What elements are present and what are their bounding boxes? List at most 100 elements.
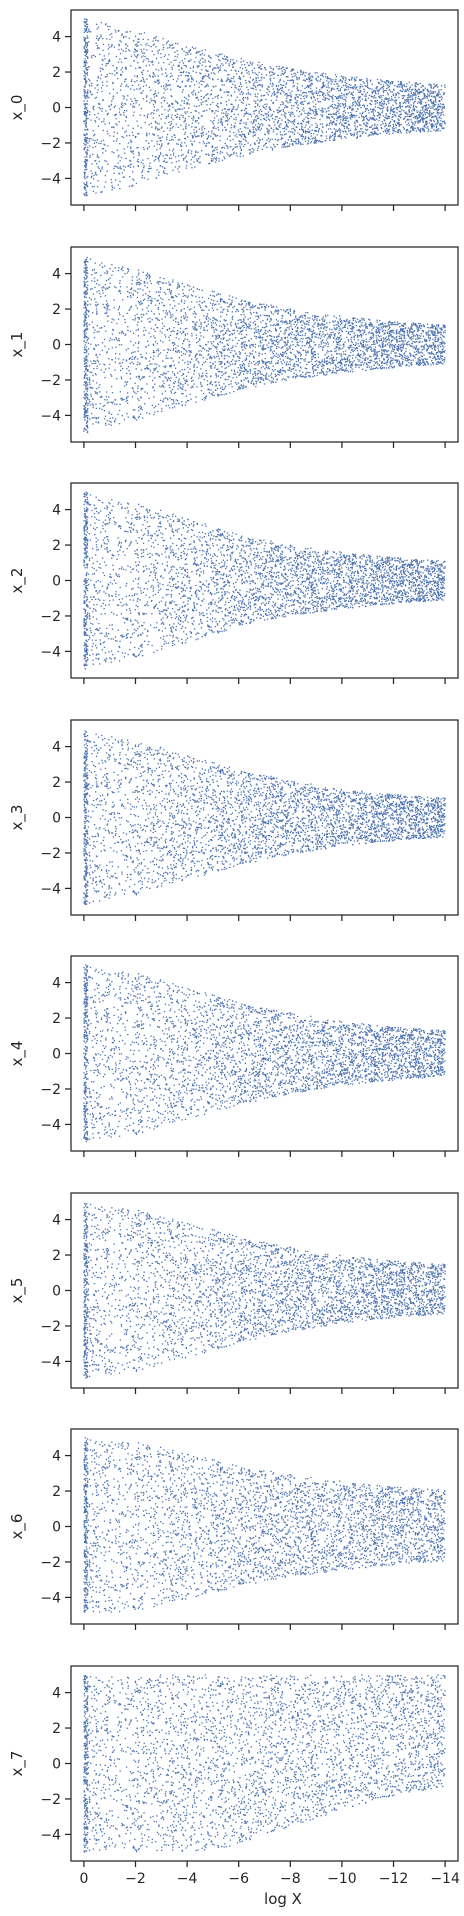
- scatter-point: [373, 118, 376, 120]
- scatter-point: [179, 386, 181, 388]
- scatter-point: [235, 116, 237, 119]
- scatter-point: [220, 102, 222, 105]
- scatter-point: [142, 159, 144, 161]
- scatter-point: [88, 378, 91, 381]
- scatter-point: [121, 397, 123, 399]
- scatter-point: [133, 60, 135, 62]
- scatter-point: [287, 119, 289, 121]
- scatter-point: [185, 66, 187, 68]
- scatter-point: [212, 110, 214, 112]
- scatter-point: [293, 85, 295, 87]
- scatter-point: [343, 114, 345, 117]
- scatter-point: [412, 126, 414, 128]
- scatter-point: [263, 344, 265, 346]
- scatter-point: [192, 65, 195, 67]
- scatter-point: [120, 73, 122, 75]
- scatter-point: [255, 77, 257, 79]
- scatter-point: [133, 111, 135, 113]
- scatter-point: [145, 65, 147, 67]
- scatter-point: [344, 104, 347, 106]
- scatter-point: [160, 153, 162, 155]
- scatter-point: [125, 103, 127, 105]
- scatter-point: [120, 157, 123, 159]
- scatter-point: [314, 129, 316, 131]
- scatter-point: [230, 115, 232, 118]
- scatter-point: [430, 330, 432, 332]
- scatter-point: [177, 168, 179, 170]
- scatter-point: [84, 65, 86, 68]
- scatter-point: [290, 73, 293, 75]
- scatter-point: [162, 374, 164, 376]
- scatter-point: [86, 69, 88, 72]
- scatter-point: [297, 104, 299, 106]
- scatter-point: [193, 47, 195, 50]
- scatter-point: [401, 86, 403, 88]
- scatter-point: [225, 115, 228, 117]
- scatter-point: [312, 101, 314, 103]
- scatter-point: [256, 96, 258, 98]
- scatter-point: [147, 297, 150, 299]
- scatter-point: [264, 144, 266, 146]
- scatter-point: [399, 89, 401, 92]
- scatter-point: [165, 83, 167, 85]
- scatter-point: [439, 106, 441, 108]
- scatter-point: [313, 142, 315, 144]
- scatter-point: [397, 121, 400, 124]
- scatter-point: [322, 111, 324, 113]
- scatter-point: [374, 92, 377, 94]
- scatter-point: [125, 50, 127, 52]
- scatter-point: [113, 46, 115, 48]
- scatter-point: [398, 93, 400, 95]
- scatter-point: [164, 167, 166, 169]
- scatter-point: [237, 322, 239, 325]
- scatter-point: [294, 130, 296, 132]
- scatter-point: [325, 343, 327, 345]
- scatter-point: [310, 132, 312, 135]
- scatter-point: [258, 110, 260, 112]
- scatter-point: [369, 117, 372, 120]
- scatter-point: [334, 132, 337, 134]
- scatter-point: [232, 83, 234, 85]
- scatter-point: [190, 294, 193, 296]
- scatter-point: [224, 157, 226, 160]
- scatter-point: [92, 130, 94, 132]
- scatter-point: [158, 353, 160, 355]
- scatter-point: [86, 128, 89, 130]
- scatter-point: [152, 76, 154, 78]
- scatter-point: [419, 102, 421, 104]
- scatter-point: [248, 113, 250, 115]
- scatter-point: [297, 140, 300, 142]
- scatter-point: [206, 93, 208, 96]
- scatter-point: [154, 81, 156, 83]
- scatter-point: [300, 122, 302, 125]
- scatter-point: [185, 160, 187, 162]
- scatter-point: [182, 153, 184, 156]
- scatter-point: [267, 85, 269, 88]
- scatter-point: [174, 166, 177, 168]
- scatter-point: [424, 87, 426, 89]
- scatter-point: [167, 379, 169, 381]
- scatter-point: [354, 121, 356, 123]
- scatter-point: [281, 101, 283, 103]
- scatter-point: [302, 79, 305, 81]
- scatter-point: [386, 108, 389, 110]
- scatter-point: [213, 125, 215, 128]
- scatter-point: [198, 65, 200, 67]
- scatter-point: [119, 40, 121, 42]
- scatter-point: [395, 127, 397, 129]
- scatter-point: [91, 172, 93, 175]
- scatter-point: [414, 89, 416, 91]
- scatter-point: [166, 136, 168, 138]
- scatter-point: [131, 150, 133, 153]
- scatter-point: [391, 323, 393, 325]
- scatter-point: [275, 99, 278, 101]
- scatter-point: [430, 84, 432, 86]
- scatter-point: [231, 149, 234, 151]
- scatter-point: [227, 123, 229, 126]
- scatter-point: [161, 327, 164, 329]
- scatter-point: [306, 371, 308, 373]
- scatter-point: [327, 116, 329, 118]
- scatter-point: [331, 87, 333, 89]
- scatter-point: [245, 122, 247, 124]
- scatter-point: [143, 80, 145, 82]
